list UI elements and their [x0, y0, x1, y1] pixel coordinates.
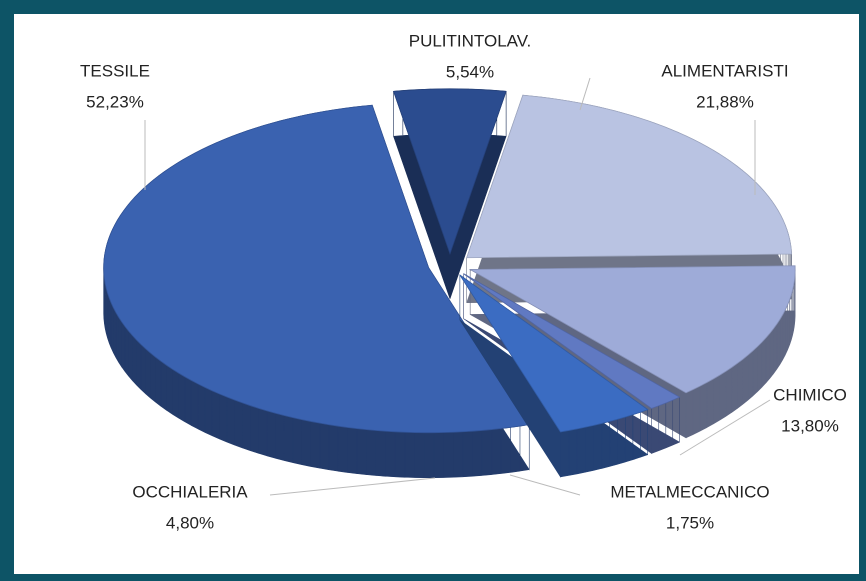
category-label: ALIMENTARISTI: [661, 61, 788, 80]
slice-side: [463, 273, 680, 454]
leader-line: [579, 77, 591, 111]
value-label: 4,80%: [166, 513, 214, 532]
value-label: 1,75%: [666, 513, 714, 532]
slice: [393, 88, 507, 256]
slice: [459, 274, 649, 433]
leader-line: [269, 477, 436, 496]
value-label: 21,88%: [696, 92, 754, 111]
category-label: TESSILE: [80, 61, 150, 80]
category-label: CHIMICO: [773, 385, 847, 404]
category-label: METALMECCANICO: [610, 482, 769, 501]
leader-line: [679, 399, 771, 456]
slice: [466, 94, 793, 259]
value-label: 52,23%: [86, 92, 144, 111]
value-label: 13,80%: [781, 416, 839, 435]
slice: [463, 273, 681, 409]
slice: [103, 104, 530, 434]
slice: [468, 265, 796, 394]
category-label: PULITINTOLAV.: [409, 31, 532, 50]
category-label: OCCHIALERIA: [132, 482, 248, 501]
leader-line: [509, 474, 581, 496]
value-label: 5,54%: [446, 62, 494, 81]
